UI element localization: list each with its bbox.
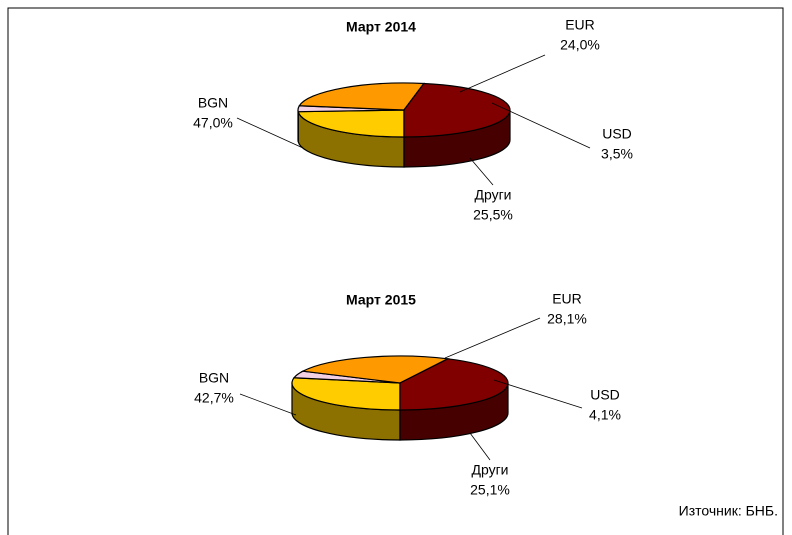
pie-slice	[291, 377, 401, 411]
slice-value-label: 25,1%	[470, 482, 510, 498]
slice-label: EUR	[552, 291, 582, 307]
slice-label: EUR	[565, 17, 595, 33]
chart-title: Март 2014	[346, 19, 416, 35]
slice-value-label: 42,7%	[194, 390, 234, 406]
slice-label: Други	[474, 187, 511, 203]
pie-slice	[300, 355, 450, 384]
slice-value-label: 3,5%	[601, 146, 633, 162]
slice-label: Други	[471, 462, 508, 478]
leader-line	[491, 102, 591, 149]
source-note: Източник: БНБ.	[679, 503, 778, 519]
leader-line	[493, 379, 583, 409]
slice-value-label: 28,1%	[547, 311, 587, 327]
slice-label: BGN	[198, 95, 228, 111]
slice-value-label: 25,5%	[473, 207, 513, 223]
chart-title: Март 2015	[346, 292, 416, 308]
leader-line	[239, 393, 297, 416]
slice-label: USD	[590, 387, 620, 403]
pie-slice	[403, 82, 511, 138]
pie-slice	[298, 82, 426, 111]
pie-slice	[297, 109, 405, 138]
slice-value-label: 47,0%	[193, 115, 233, 131]
slice-value-label: 24,0%	[560, 37, 600, 53]
slice-value-label: 4,1%	[589, 407, 621, 423]
leader-line	[459, 54, 546, 93]
pie-slice	[399, 358, 509, 411]
leader-line	[469, 432, 491, 461]
leader-line	[469, 157, 494, 186]
slice-label: USD	[602, 126, 632, 142]
leader-line	[236, 117, 304, 149]
slice-label: BGN	[199, 370, 229, 386]
leader-line	[444, 317, 541, 359]
